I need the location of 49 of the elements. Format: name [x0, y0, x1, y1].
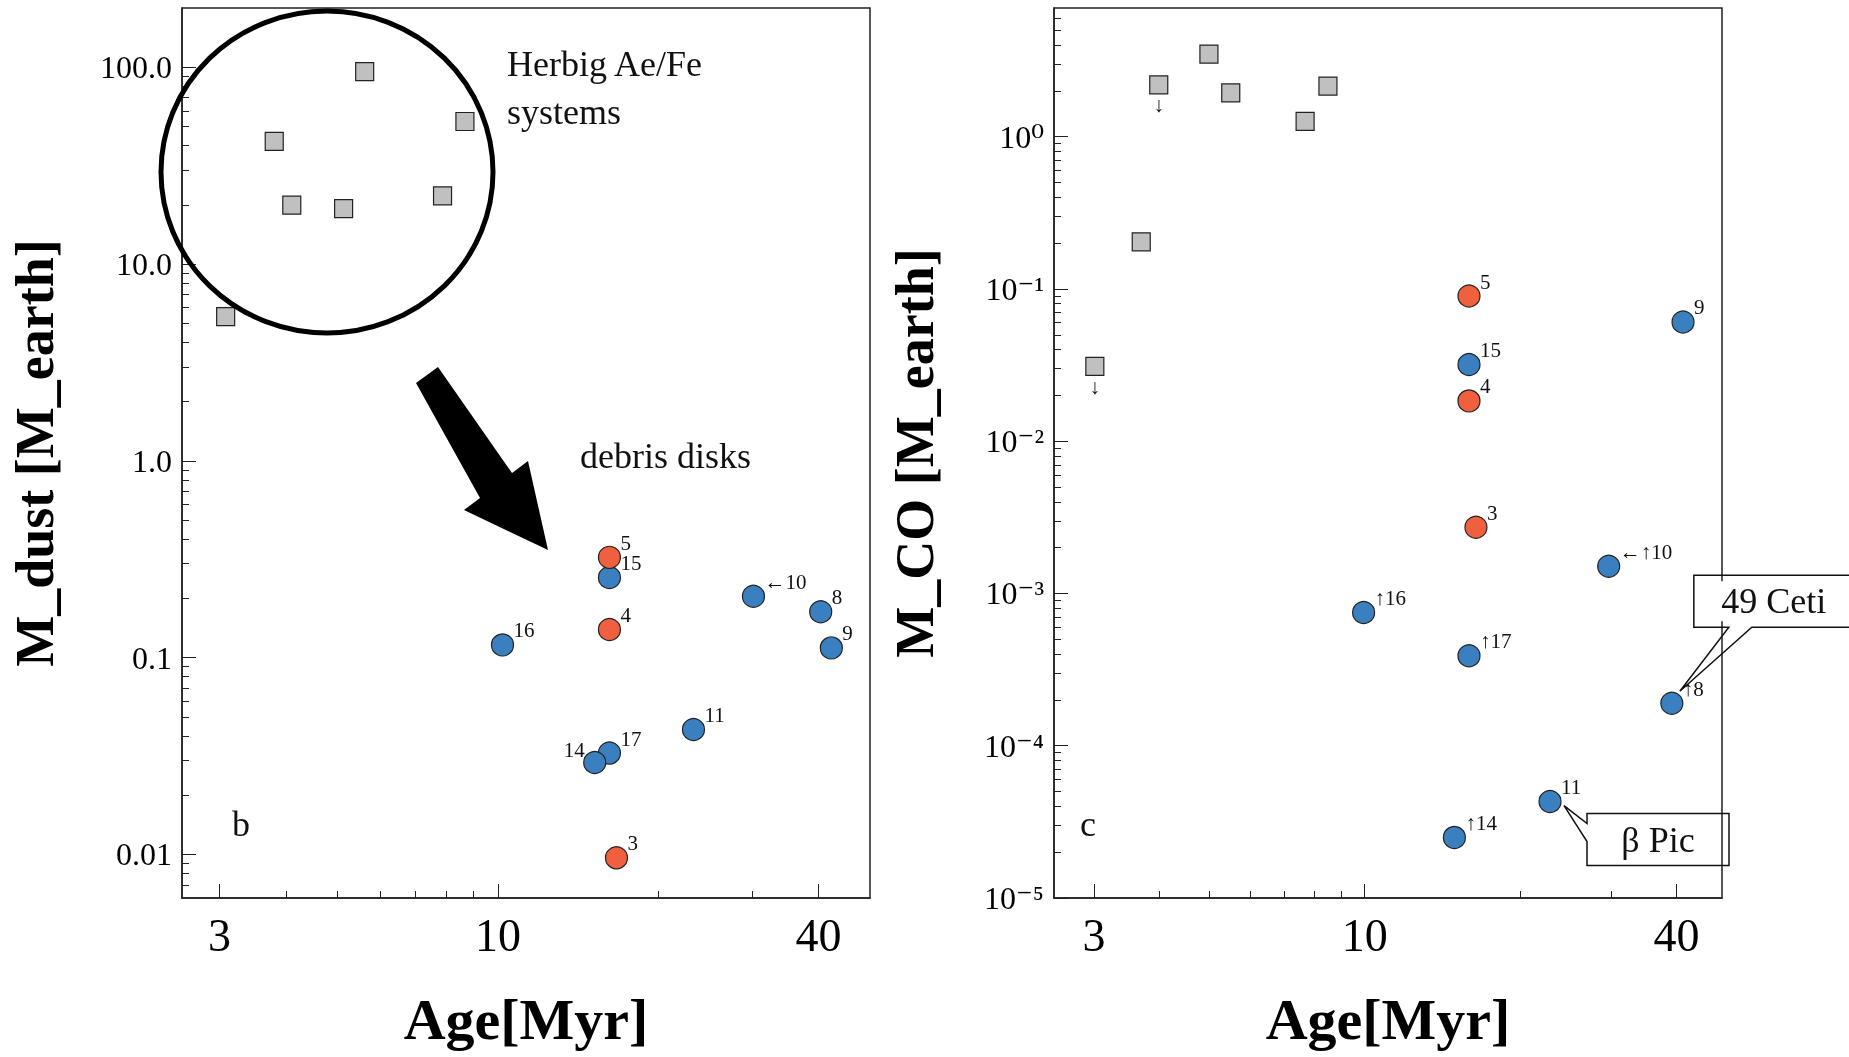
annotation: 16: [513, 618, 535, 643]
y-tick-label: 10⁻⁴: [983, 727, 1044, 764]
annotation: ↑17: [1479, 629, 1512, 654]
annotation: β Pic: [1621, 819, 1695, 860]
annotation: ←↑10: [1619, 539, 1673, 564]
x-tick-label: 10: [474, 909, 521, 961]
annotation: ↓: [1089, 374, 1101, 399]
annotation: 15: [1479, 338, 1501, 362]
annotation: ↑14: [1465, 810, 1498, 835]
y-tick-label: 1.0: [132, 442, 172, 479]
x-tick-label: 3: [208, 909, 232, 961]
x-tick-label: 3: [1082, 909, 1106, 961]
annotation: ↑16: [1374, 585, 1407, 610]
y-axis-title: M_dust [M_earth]: [5, 239, 65, 667]
y-tick-label: 10.0: [116, 246, 172, 283]
annotation: 4: [620, 602, 632, 627]
annotation: 9: [1694, 295, 1705, 320]
y-tick-label: 0.01: [116, 836, 172, 873]
x-tick-label: 40: [795, 909, 842, 961]
annotation: c: [1080, 804, 1096, 844]
annotation: ↓: [1153, 93, 1165, 118]
y-axis-title: M_CO [M_earth]: [885, 248, 945, 658]
annotation: 8: [831, 585, 843, 610]
annotation: 11: [1561, 775, 1582, 800]
annotation: 5: [1479, 269, 1491, 294]
annotation: 11: [704, 702, 725, 727]
annotation: Herbig Ae/Fe systems: [507, 44, 711, 132]
annotation: 9: [842, 621, 853, 646]
y-tick-label: 10⁻²: [985, 423, 1044, 460]
y-tick-label: 10⁻⁵: [983, 880, 1044, 916]
annotation: ←10: [764, 569, 807, 594]
y-tick-label: 100.0: [100, 49, 172, 86]
annotation: debris disks: [580, 436, 751, 476]
y-tick-label: 0.1: [132, 639, 172, 676]
y-tick-label: 10⁻¹: [985, 270, 1044, 307]
x-axis-title: Age[Myr]: [403, 986, 649, 1052]
annotation: b: [232, 804, 250, 844]
x-axis-title: Age[Myr]: [1265, 986, 1511, 1052]
annotation: 3: [627, 831, 638, 856]
annotation: 4: [1479, 374, 1491, 399]
annotation: 49 Ceti: [1721, 581, 1827, 622]
x-tick-label: 40: [1653, 909, 1700, 961]
y-tick-label: 10⁰: [999, 118, 1044, 155]
annotation: 17: [620, 726, 642, 751]
annotation: 3: [1486, 500, 1498, 525]
annotation: ↑8: [1682, 676, 1704, 701]
x-tick-label: 10: [1341, 909, 1388, 961]
annotation: 14: [563, 737, 586, 762]
y-tick-label: 10⁻³: [985, 575, 1044, 612]
